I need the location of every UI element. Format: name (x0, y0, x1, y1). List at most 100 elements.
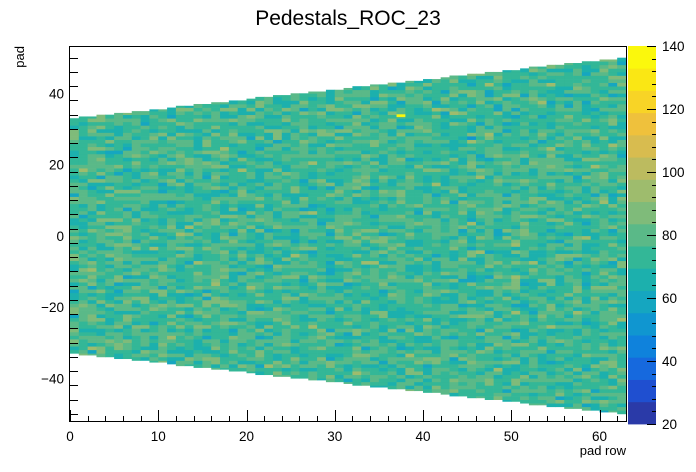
heatmap-cell (158, 217, 168, 222)
heatmap-cell (423, 225, 433, 230)
heatmap-cell (528, 225, 539, 230)
heatmap-cell (149, 118, 159, 123)
heatmap-cell (352, 175, 362, 180)
heatmap-cell (502, 292, 512, 297)
heatmap-cell (299, 335, 309, 340)
heatmap-cell (105, 193, 115, 197)
heatmap-cell (431, 207, 442, 212)
heatmap-cell (546, 278, 556, 283)
heatmap-cell (220, 314, 230, 319)
heatmap-cell (290, 314, 300, 319)
heatmap-cell (502, 367, 512, 372)
heatmap-cell (458, 221, 468, 226)
heatmap-cell (440, 136, 450, 140)
heatmap-cell (361, 260, 371, 265)
heatmap-cell (405, 364, 415, 368)
heatmap-cell (581, 242, 592, 247)
heatmap-cell (564, 292, 574, 297)
heatmap-cell (246, 328, 256, 333)
heatmap-cell (405, 282, 415, 286)
heatmap-cell (325, 250, 336, 254)
heatmap-cell (573, 378, 583, 383)
heatmap-cell (281, 132, 291, 137)
heatmap-cell (175, 114, 186, 119)
heatmap-cell (122, 171, 133, 176)
heatmap-cell (184, 282, 194, 286)
heatmap-cell (573, 100, 583, 105)
heatmap-cell (458, 214, 468, 219)
heatmap-cell (184, 221, 194, 226)
heatmap-cell (423, 339, 433, 343)
heatmap-cell (246, 235, 256, 240)
heatmap-cell (502, 239, 512, 244)
heatmap-cell (299, 178, 309, 183)
heatmap-cell (590, 346, 600, 351)
heatmap-cell (502, 242, 512, 247)
heatmap-cell (555, 250, 565, 254)
heatmap-cell (528, 278, 539, 283)
heatmap-cell (564, 381, 574, 386)
heatmap-cell (220, 324, 230, 329)
heatmap-cell (440, 253, 450, 258)
heatmap-cell (590, 285, 600, 290)
heatmap-cell (246, 335, 256, 340)
heatmap-cell (493, 303, 503, 308)
heatmap-cell (167, 171, 177, 176)
heatmap-cell (272, 282, 283, 286)
heatmap-cell (246, 246, 256, 251)
heatmap-cell (555, 403, 565, 408)
heatmap-cell (581, 61, 592, 66)
heatmap-cell (290, 168, 300, 173)
heatmap-cell (78, 260, 89, 265)
heatmap-cell (431, 221, 442, 226)
heatmap-cell (546, 239, 556, 244)
heatmap-cell (105, 267, 115, 272)
heatmap-cell (475, 203, 486, 208)
heatmap-cell (573, 210, 583, 215)
heatmap-cell (546, 82, 556, 87)
heatmap-cell (361, 217, 371, 222)
heatmap-cell (211, 342, 221, 347)
heatmap-cell (96, 175, 106, 180)
heatmap-cell (281, 196, 291, 201)
heatmap-cell (502, 136, 512, 140)
heatmap-cell (546, 75, 556, 80)
heatmap-cell (581, 328, 592, 333)
heatmap-cell (317, 210, 327, 215)
heatmap-cell (184, 349, 194, 354)
heatmap-cell (581, 82, 592, 87)
heatmap-cell (423, 388, 433, 393)
heatmap-cell (184, 146, 194, 151)
heatmap-cell (502, 314, 512, 319)
heatmap-cell (308, 182, 318, 187)
heatmap-cell (502, 278, 512, 283)
heatmap-cell (387, 239, 397, 244)
heatmap-cell (105, 139, 115, 144)
heatmap-cell (564, 89, 574, 94)
heatmap-cell (211, 196, 221, 201)
heatmap-cell (193, 364, 203, 368)
heatmap-cell (449, 196, 459, 201)
heatmap-cell (493, 89, 503, 94)
heatmap-cell (581, 260, 592, 265)
heatmap-cell (167, 303, 177, 308)
heatmap-cell (70, 242, 80, 247)
heatmap-cell (493, 367, 503, 372)
heatmap-cell (237, 232, 247, 237)
heatmap-cell (431, 100, 442, 105)
heatmap-cell (140, 171, 150, 176)
heatmap-cell (493, 150, 503, 155)
heatmap-cell (467, 257, 477, 262)
heatmap-cell (573, 114, 583, 119)
heatmap-cell (467, 253, 477, 258)
heatmap-cell (78, 271, 89, 276)
heatmap-cell (246, 200, 256, 205)
heatmap-cell (96, 292, 106, 297)
heatmap-cell (370, 331, 380, 336)
heatmap-cell (370, 364, 380, 368)
heatmap-cell (537, 396, 547, 400)
heatmap-cell (211, 239, 221, 244)
heatmap-cell (184, 339, 194, 343)
heatmap-cell (564, 189, 574, 194)
heatmap-cell (449, 392, 459, 397)
